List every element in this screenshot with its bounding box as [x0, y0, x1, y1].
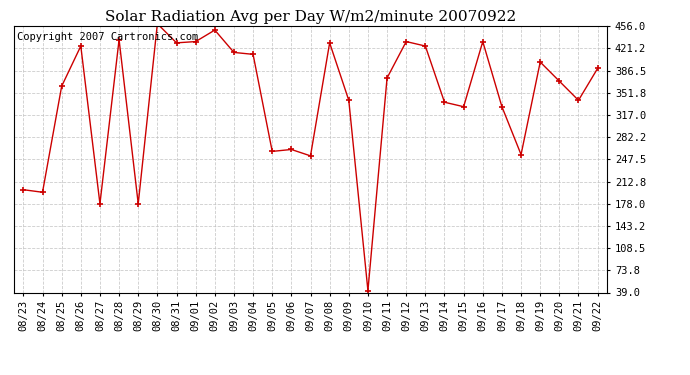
- Text: Copyright 2007 Cartronics.com: Copyright 2007 Cartronics.com: [17, 32, 198, 42]
- Title: Solar Radiation Avg per Day W/m2/minute 20070922: Solar Radiation Avg per Day W/m2/minute …: [105, 10, 516, 24]
